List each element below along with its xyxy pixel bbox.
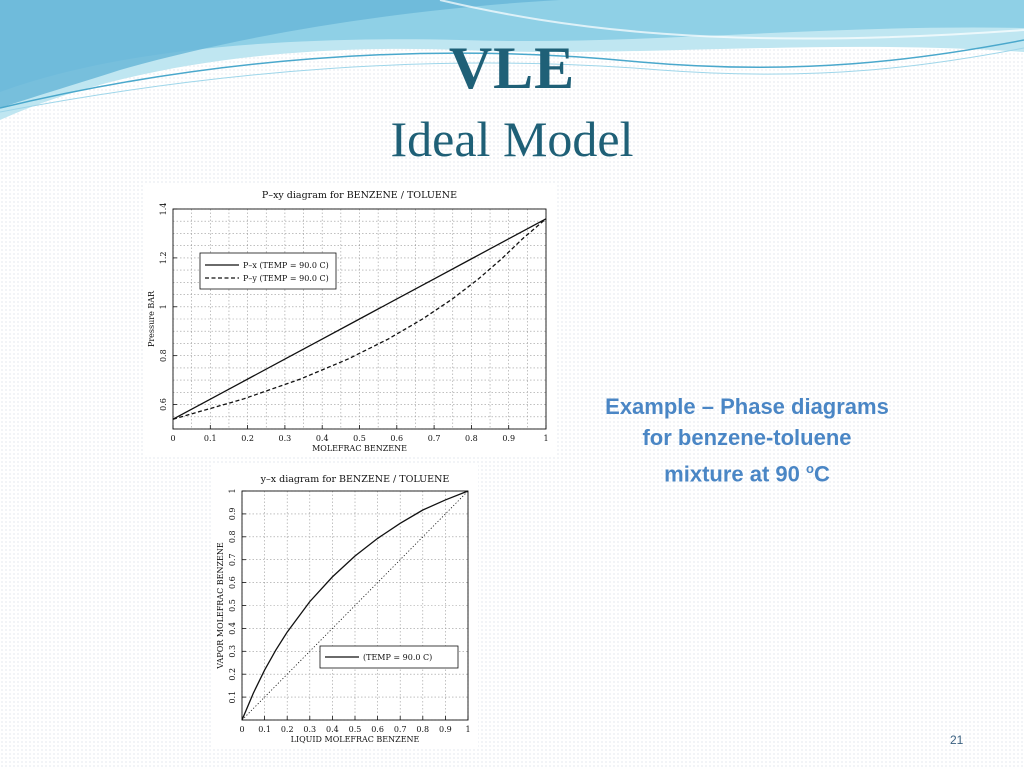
pxy-chart: P–xy diagram for BENZENE / TOLUENE 0 0.1 0.… [145,183,555,455]
page-number: 21 [950,733,964,747]
caption-unit: C [813,461,830,487]
pxy-xtick-label: 1 [543,434,548,443]
yx-series-0-line [241,490,469,721]
pxy-ytick-label: 1.4 [159,203,168,216]
pxy-ytick-label: 1.2 [159,252,168,265]
yx-xtick-label: 0 [239,725,244,734]
yx-ytick-label: 0.7 [228,553,237,566]
yx-xtick-label: 0.7 [394,725,407,734]
pxy-ytick-label: 1 [159,304,168,309]
yx-xtick-label: 0.6 [371,725,384,734]
yx-xtick-label: 0.1 [258,725,271,734]
yx-ytick-label: 1 [228,488,237,493]
pxy-xtick-label: 0.8 [465,434,478,443]
yx-chart-svg: y–x diagram for BENZENE / TOLUENE 0 0.1 0.2… [216,474,471,744]
yx-xtick-label: 0.8 [416,725,429,734]
yx-ytick-label: 0.5 [228,599,237,612]
pxy-xtick-label: 0.5 [353,434,366,443]
caption-line-1: Example – Phase diagrams [605,394,889,419]
yx-series-1-line [241,490,469,721]
yx-ytick-label: 0.9 [228,508,237,521]
pxy-ytick-label: 0.8 [159,349,168,362]
slide-title: VLE [448,35,576,101]
yx-legend-label: (TEMP = 90.0 C) [363,653,432,662]
caption-degree: o [806,461,814,476]
pxy-legend-label: P–y (TEMP = 90.0 C) [243,274,329,283]
yx-xtick-label: 1 [465,725,470,734]
slide-subtitle: Ideal Model [390,111,634,167]
yx-xlabel: LIQUID MOLEFRAC BENZENE [291,735,420,744]
pxy-xtick-label: 0.2 [241,434,254,443]
pxy-legend-box [199,252,337,290]
yx-ytick-label: 0.2 [228,668,237,681]
yx-ylabel: VAPOR MOLEFRAC BENZENE [216,542,225,670]
pxy-title: P–xy diagram for BENZENE / TOLUENE [262,190,457,201]
yx-ytick-label: 0.4 [228,622,237,635]
header-swoosh [0,0,1024,120]
pxy-xtick-label: 0.3 [279,434,292,443]
slide-caption: Example – Phase diagrams for benzene-tol… [572,391,922,489]
yx-xtick-label: 0.4 [326,725,339,734]
pxy-xtick-label: 0.1 [204,434,217,443]
yx-ytick-label: 0.3 [228,645,237,658]
pxy-legend-label: P–x (TEMP = 90.0 C) [243,261,329,270]
yx-xtick-label: 0.3 [303,725,316,734]
yx-chart: y–x diagram for BENZENE / TOLUENE 0 0.1 0.2… [212,463,478,747]
pxy-xtick-label: 0.4 [316,434,329,443]
pxy-xtick-label: 0.6 [390,434,403,443]
caption-line-3: mixture at 90 oC [572,453,922,489]
yx-xtick-label: 0.9 [439,725,452,734]
yx-title: y–x diagram for BENZENE / TOLUENE [260,474,450,485]
yx-legend-box [319,645,459,669]
yx-xtick-label: 0.2 [281,725,294,734]
pxy-xtick-label: 0.9 [502,434,515,443]
caption-line-3-text: mixture at 90 [664,461,806,487]
pxy-xtick-label: 0.7 [428,434,441,443]
pxy-xtick-label: 0 [170,434,175,443]
pxy-xlabel: MOLEFRAC BENZENE [312,444,407,453]
pxy-series-1-line [172,218,547,420]
yx-ytick-label: 0.1 [228,691,237,704]
yx-xtick-label: 0.5 [349,725,362,734]
pxy-ytick-label: 0.6 [159,398,168,411]
yx-ytick-label: 0.6 [228,576,237,589]
pxy-ylabel: Pressure BAR [147,290,156,347]
pxy-chart-svg: P–xy diagram for BENZENE / TOLUENE 0 0.1 0.… [147,190,549,453]
pxy-series-0-line [172,218,547,420]
yx-ytick-label: 0.8 [228,530,237,543]
caption-line-2: for benzene-toluene [642,425,852,450]
